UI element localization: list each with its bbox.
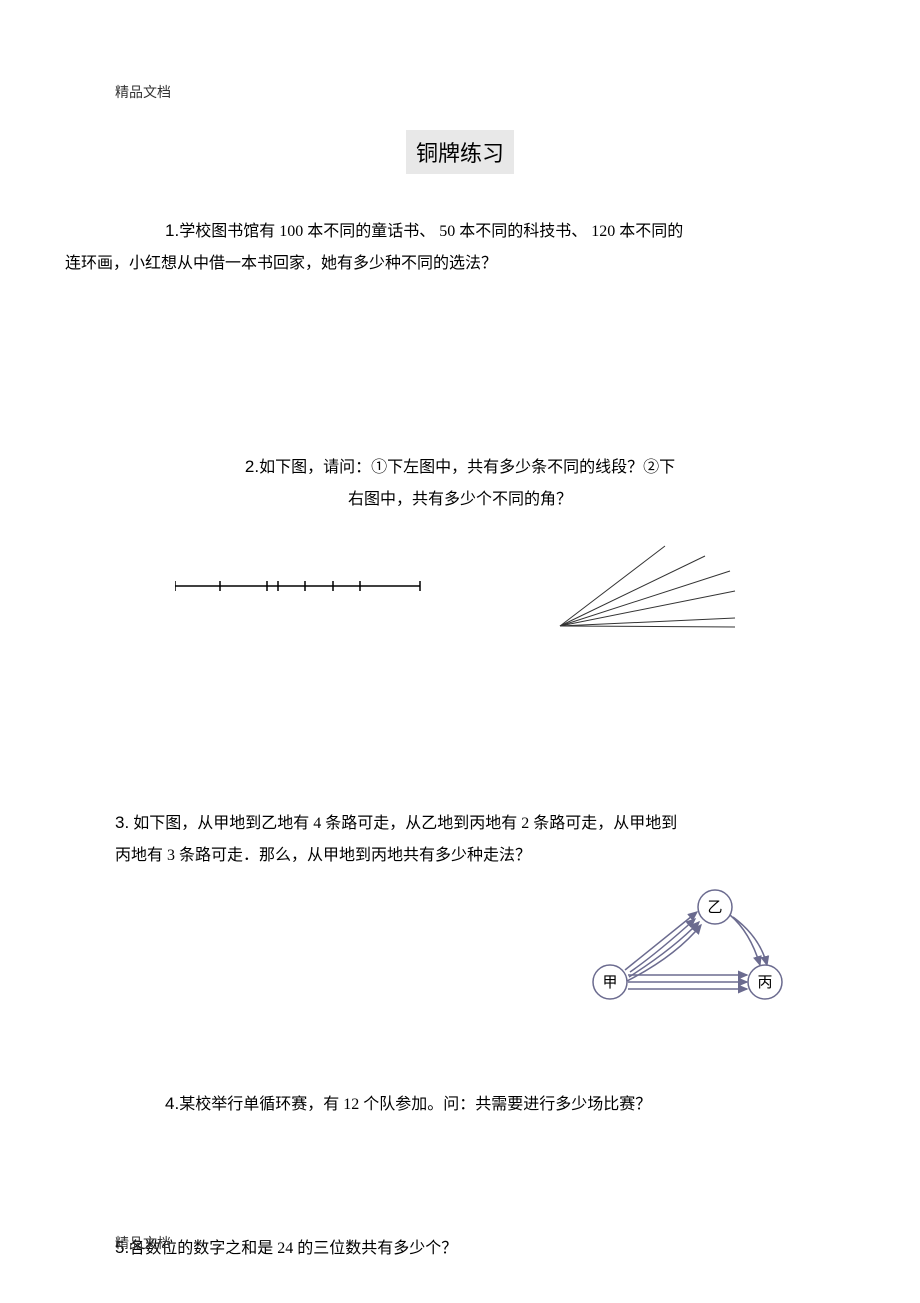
problem-3-text: 3. 如下图，从甲地到乙地有 4 条路可走，从乙地到丙地有 2 条路可走，从甲地… [115,806,805,872]
header-watermark: 精品文档 [115,82,171,102]
problem-5: 5.各数位的数字之和是 24 的三位数共有多少个？ [115,1231,805,1265]
page-title: 铜牌练习 [406,130,514,174]
problem-4-body: 某校举行单循环赛，有 12 个队参加。问：共需要进行多少场比赛？ [179,1096,651,1113]
problem-2-number: 2. [245,457,259,476]
line-segment-figure [175,576,425,601]
problem-1-text-a: 学校图书馆有 100 本不同的童话书、 50 本不同的科技书、 120 本不同的 [179,223,683,240]
problem-5-body: 各数位的数字之和是 24 的三位数共有多少个？ [129,1240,457,1257]
title-container: 铜牌练习 [115,130,805,174]
problem-3-number: 3. [115,813,129,832]
problem-3-text-b: 丙地有 3 条路可走．那么，从甲地到丙地共有多少种走法？ [115,847,531,864]
problem-2-text: 2.如下图，请问：①下左图中，共有多少条不同的线段？②下 右图中，共有多少个不同… [115,450,805,516]
problem-3: 3. 如下图，从甲地到乙地有 4 条路可走，从乙地到丙地有 2 条路可走，从甲地… [115,806,805,1017]
problem-1-text-b: 连环画，小红想从中借一本书回家，她有多少种不同的选法？ [65,255,497,272]
problem-2-figures [115,541,805,636]
document-page: 精品文档 铜牌练习 1.学校图书馆有 100 本不同的童话书、 50 本不同的科… [0,0,920,1303]
problem-2-text-a: 如下图，请问：①下左图中，共有多少条不同的线段？②下 [259,459,675,476]
problem-2: 2.如下图，请问：①下左图中，共有多少条不同的线段？②下 右图中，共有多少个不同… [115,450,805,636]
svg-text:甲: 甲 [602,975,617,991]
svg-text:乙: 乙 [707,900,722,916]
problem-5-text: 5.各数位的数字之和是 24 的三位数共有多少个？ [115,1231,805,1265]
angle-figure [555,541,745,636]
problem-3-text-a: 如下图，从甲地到乙地有 4 条路可走，从乙地到丙地有 2 条路可走，从甲地到 [129,815,677,832]
problem-3-figure-wrap: 甲 乙丙 [115,877,805,1017]
problem-2-text-b: 右图中，共有多少个不同的角？ [348,491,572,508]
problem-1-number: 1. [165,221,179,240]
problem-4-number: 4. [165,1094,179,1113]
footer-watermark: 精品文档 [115,1233,171,1253]
problem-1: 1.学校图书馆有 100 本不同的童话书、 50 本不同的科技书、 120 本不… [115,214,805,280]
problem-4: 4.某校举行单循环赛，有 12 个队参加。问：共需要进行多少场比赛？ [115,1087,805,1121]
route-graph-figure: 甲 乙丙 [575,877,795,1012]
problem-4-text: 4.某校举行单循环赛，有 12 个队参加。问：共需要进行多少场比赛？ [115,1087,805,1121]
svg-text:丙: 丙 [757,975,772,991]
